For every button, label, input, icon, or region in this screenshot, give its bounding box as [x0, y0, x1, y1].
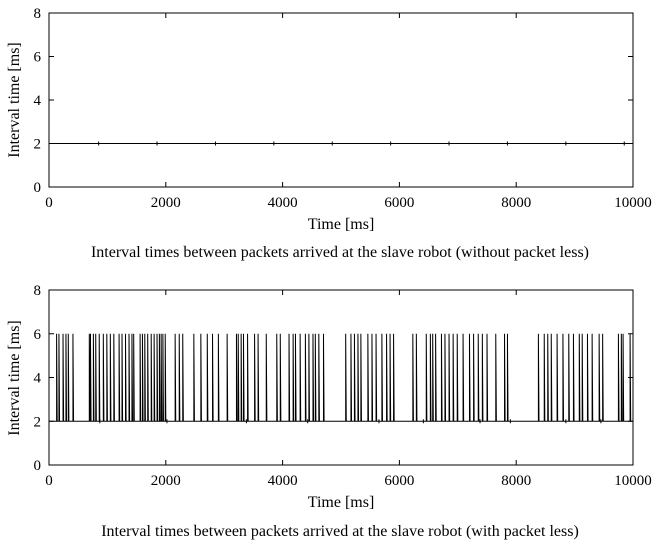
x-tick-label: 0 [45, 473, 53, 489]
x-axis-label: Time [ms] [308, 216, 375, 233]
y-tick-label: 2 [34, 137, 42, 153]
chart-caption: Interval times between packets arrived a… [91, 244, 589, 261]
x-tick-label: 10000 [614, 195, 652, 211]
tick-labels: 0 2000 4000 6000 8000 10000 0 2 4 6 8 [34, 283, 652, 489]
x-tick-label: 2000 [151, 195, 181, 211]
y-tick-label: 6 [34, 50, 42, 66]
x-tick-label: 6000 [384, 195, 414, 211]
plot-frame [48, 12, 634, 188]
chart-panel-top: 0 2000 4000 6000 8000 10000 0 2 4 6 8 Time [ms] In… [6, 6, 652, 261]
y-tick-label: 6 [34, 327, 42, 343]
axis-ticks [48, 289, 634, 466]
x-tick-label: 6000 [384, 473, 414, 489]
y-tick-label: 8 [34, 6, 42, 22]
series-line [49, 333, 633, 424]
y-tick-label: 8 [34, 283, 42, 299]
x-tick-label: 10000 [614, 473, 652, 489]
x-tick-label: 8000 [501, 195, 531, 211]
data-line [49, 333, 633, 422]
x-axis-label: Time [ms] [308, 494, 375, 511]
y-tick-label: 4 [34, 371, 42, 387]
chart-panel-bottom: 0 2000 4000 6000 8000 10000 0 2 4 6 8 Time [ms] In… [6, 283, 652, 540]
x-tick-label: 8000 [501, 473, 531, 489]
y-tick-label: 4 [34, 93, 42, 109]
y-axis-label: Interval time [ms] [6, 320, 23, 436]
y-tick-label: 2 [34, 414, 42, 430]
chart-caption: Interval times between packets arrived a… [101, 523, 579, 540]
x-tick-label: 2000 [151, 473, 181, 489]
x-tick-label: 4000 [268, 473, 298, 489]
series-line [49, 141, 633, 146]
y-tick-label: 0 [34, 458, 42, 474]
x-tick-label: 0 [45, 195, 53, 211]
y-axis-label: Interval time [ms] [6, 42, 23, 158]
axis-ticks [48, 12, 634, 188]
tick-labels: 0 2000 4000 6000 8000 10000 0 2 4 6 8 [34, 6, 652, 211]
y-tick-label: 0 [34, 180, 42, 196]
plot-frame [48, 289, 634, 466]
x-tick-label: 4000 [268, 195, 298, 211]
